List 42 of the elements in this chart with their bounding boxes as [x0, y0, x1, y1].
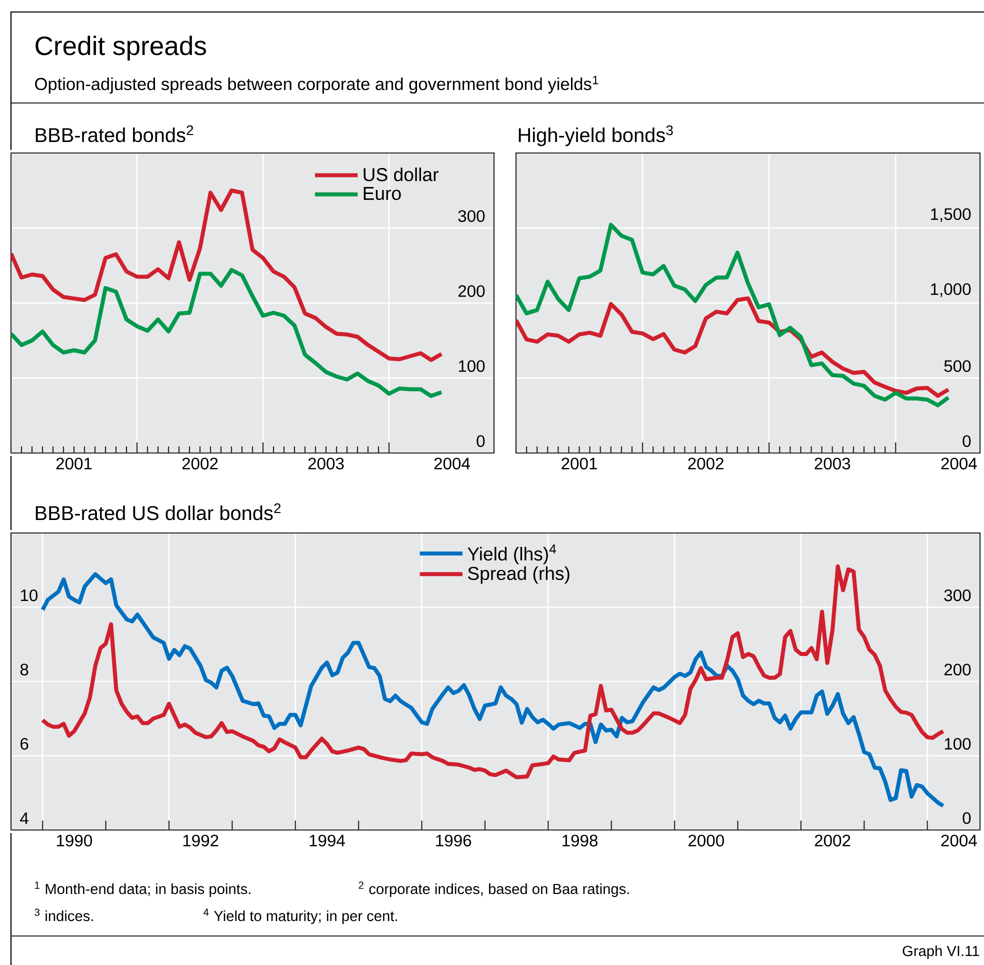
- text: $^{3}$ indices.: [34, 908, 93, 922]
- x-tick-label: 1992: [183, 834, 218, 846]
- x-tick-label: 2002: [814, 834, 850, 846]
- y-tick-label: 1,500: [931, 208, 971, 222]
- y-tick-label: 0: [476, 435, 485, 447]
- x-tick-label: 1998: [562, 834, 598, 846]
- x-tick-label: 2003: [814, 458, 850, 470]
- x-tick-label: 2002: [182, 458, 218, 470]
- x-tick-label: 2003: [308, 458, 344, 470]
- x-tick-label: 2001: [562, 458, 597, 470]
- legend-label: Euro: [364, 187, 401, 200]
- text: Credit spreads: [36, 36, 206, 61]
- y-tick-label: 10: [20, 589, 38, 602]
- y-tick-label: 0: [962, 435, 971, 447]
- x-tick-label: 2004: [941, 458, 977, 470]
- x-tick-label: 1990: [56, 834, 92, 846]
- y-tick-label: 8: [20, 664, 28, 676]
- text: $^{2}$ corporate indices, based on Baa ratings.: [358, 882, 629, 898]
- x-tick-label: 2004: [941, 834, 977, 846]
- x-tick-label: 2000: [688, 834, 724, 846]
- y-tick-label: 4: [20, 812, 28, 824]
- legend-label: Spread (rhs): [468, 566, 570, 584]
- x-tick-label: 2001: [56, 458, 92, 470]
- x-tick-label: 2004: [434, 458, 470, 470]
- y-tick-label: 500: [944, 360, 971, 372]
- x-tick-label: 2002: [688, 458, 724, 470]
- y-tick-label: 100: [458, 360, 485, 372]
- y-tick-label: 300: [458, 210, 485, 222]
- text: $^{1}$ Month-end data; in basis points.: [35, 882, 250, 898]
- text: Graph VI.11: [902, 945, 980, 960]
- x-tick-label: 1994: [310, 834, 345, 846]
- text: $^{4}$ Yield to maturity; in per cent.: [203, 908, 397, 924]
- text: Option-adjusted spreads between corporate and government bond yields$^{1}$: [35, 76, 598, 94]
- y-tick-label: 6: [20, 738, 28, 750]
- chart-title: BBB-rated bonds$^{2}$: [36, 125, 194, 142]
- y-tick-label: 200: [458, 285, 485, 297]
- chart-title: BBB-rated US dollar bonds$^{2}$: [36, 503, 281, 520]
- chart-title: High-yield bonds$^{3}$: [518, 125, 673, 146]
- legend-label: Yield (lhs)$^{4}$: [468, 544, 556, 564]
- legend-label: US dollar: [364, 168, 438, 182]
- x-tick-label: 1996: [436, 834, 472, 846]
- y-tick-label: 1,000: [931, 283, 971, 297]
